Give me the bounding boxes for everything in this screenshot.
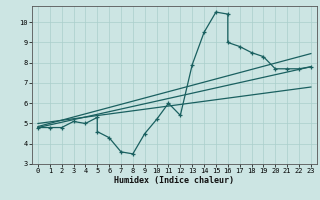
X-axis label: Humidex (Indice chaleur): Humidex (Indice chaleur) — [115, 176, 234, 185]
